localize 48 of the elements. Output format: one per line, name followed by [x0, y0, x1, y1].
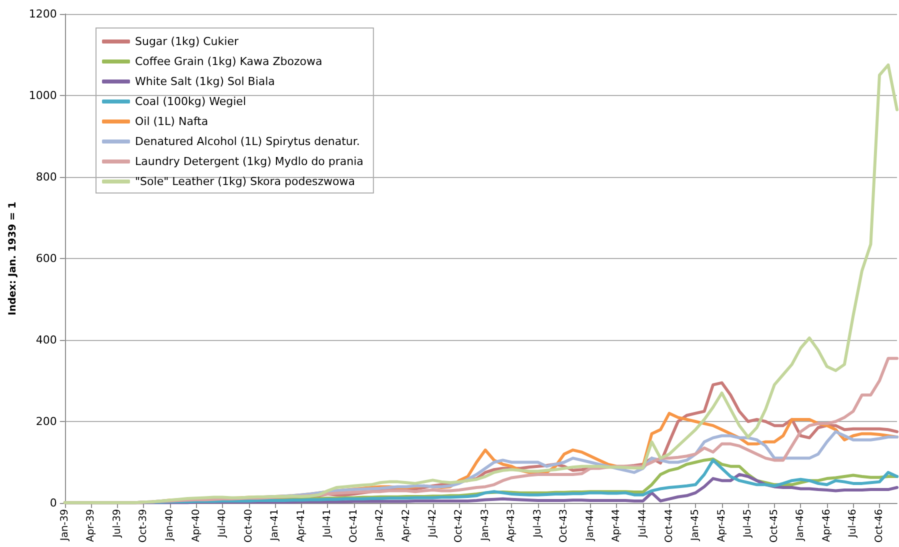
x-tick-label: Apr-41: [296, 509, 307, 542]
x-tick-label: Jul-42: [427, 509, 438, 538]
x-tick-label: Oct-39: [138, 509, 150, 543]
legend-label: White Salt (1kg) Sol Biala: [135, 75, 275, 88]
legend-label: Oil (1L) Nafta: [135, 115, 208, 128]
x-tick-label: Oct-40: [243, 509, 254, 543]
legend-label: Denatured Alcohol (1L) Spirytus denatur.: [135, 135, 360, 148]
x-tick-label: Apr-42: [400, 509, 412, 542]
x-tick-label: Jul-39: [112, 509, 123, 538]
x-tick-label: Apr-44: [611, 509, 622, 542]
x-tick-label: Jan-39: [59, 509, 70, 542]
x-tick-label: Apr-39: [86, 509, 97, 542]
x-tick-label: Jan-41: [270, 509, 281, 542]
x-tick-label: Jan-44: [584, 509, 596, 542]
x-tick-label: Jul-45: [742, 509, 754, 538]
y-tick-label: 0: [50, 496, 57, 510]
x-tick-label: Jul-46: [848, 509, 859, 538]
y-axis-title: Index: Jan. 1939 = 1: [8, 202, 18, 316]
y-tick-label: 1200: [28, 8, 57, 20]
legend-label: Coffee Grain (1kg) Kawa Zbozowa: [135, 55, 322, 68]
x-tick-label: Jan-40: [164, 509, 176, 542]
x-tick-label: Jul-41: [322, 509, 334, 538]
legend-label: "Sole" Leather (1kg) Skora podeszwowa: [135, 175, 355, 188]
x-tick-label: Jan-45: [690, 509, 702, 542]
x-tick-label: Oct-46: [874, 509, 885, 543]
y-tick-label: 400: [36, 334, 57, 346]
x-tick-label: Jul-44: [637, 509, 648, 538]
x-tick-label: Jan-43: [480, 509, 491, 542]
y-tick-label: 1000: [28, 89, 57, 102]
y-tick-label: 800: [36, 170, 57, 184]
x-tick-label: Jul-40: [217, 509, 228, 538]
x-tick-label: Apr-40: [190, 509, 202, 542]
x-tick-label: Jan-46: [795, 509, 806, 542]
x-tick-label: Oct-45: [768, 509, 780, 543]
x-tick-label: Apr-43: [506, 509, 518, 542]
x-tick-label: Apr-46: [821, 509, 832, 542]
x-tick-label: Oct-42: [454, 509, 465, 543]
y-tick-label: 200: [36, 415, 57, 428]
legend-label: Laundry Detergent (1kg) Mydlo do prania: [135, 155, 364, 168]
x-tick-label: Apr-45: [716, 509, 728, 542]
y-tick-label: 600: [36, 252, 57, 265]
legend-label: Coal (100kg) Wegiel: [135, 95, 246, 108]
x-tick-label: Jul-43: [532, 509, 544, 538]
legend-label: Sugar (1kg) Cukier: [135, 35, 239, 48]
x-tick-label: Oct-41: [348, 509, 360, 543]
x-tick-label: Oct-43: [558, 509, 570, 543]
x-tick-label: Oct-44: [664, 509, 675, 543]
x-tick-label: Jan-42: [374, 509, 386, 542]
